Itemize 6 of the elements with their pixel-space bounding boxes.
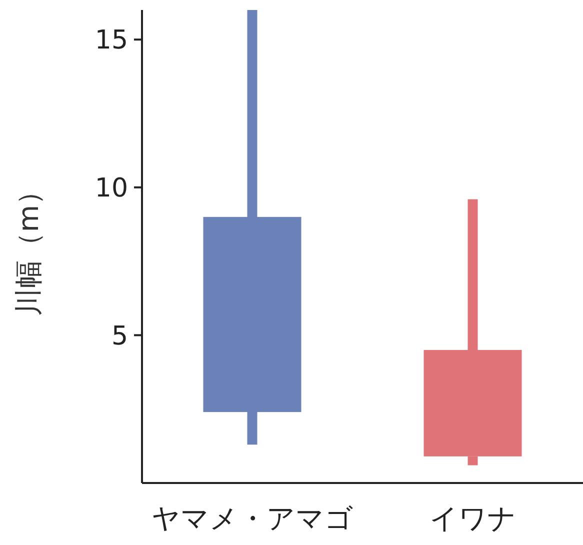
- y-tick-label: 10: [94, 173, 128, 204]
- y-tick-label: 5: [111, 321, 128, 352]
- x-tick-label: イワナ: [429, 502, 516, 535]
- y-tick-label: 15: [94, 26, 128, 56]
- x-tick-label: ヤマメ・アマゴ: [151, 502, 354, 535]
- y-axis-title: 川幅（m）: [12, 176, 45, 316]
